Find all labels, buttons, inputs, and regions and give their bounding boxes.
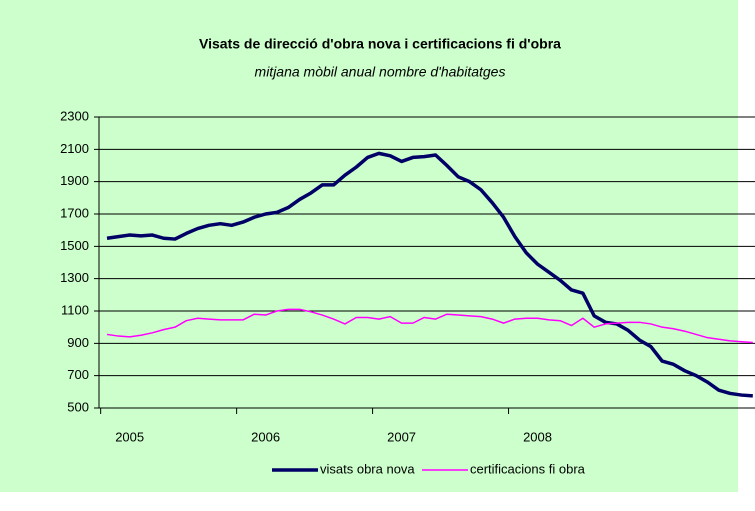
legend: visats obra nova certificacions fi obra xyxy=(272,461,586,476)
chart-subtitle: mitjana mòbil anual nombre d'habitatges xyxy=(255,64,506,80)
x-tick-label: 2007 xyxy=(387,429,416,444)
x-tick-label: 2005 xyxy=(115,429,144,444)
y-tick-label: 2300 xyxy=(60,108,89,123)
line-series xyxy=(106,151,753,398)
y-tick-label: 500 xyxy=(67,399,89,414)
y-tick-label: 1500 xyxy=(60,238,89,253)
y-tick-label: 2100 xyxy=(60,141,89,156)
y-tick-label: 1700 xyxy=(60,205,89,220)
y-tick-label: 1900 xyxy=(60,173,89,188)
x-tick-label: 2006 xyxy=(251,429,280,444)
legend-label: visats obra nova xyxy=(320,461,415,476)
legend-label: certificacions fi obra xyxy=(470,461,586,476)
chart-title: Visats de direcció d'obra nova i certifi… xyxy=(199,36,561,52)
x-tick-label: 2008 xyxy=(523,429,552,444)
y-tick-label: 900 xyxy=(67,335,89,350)
y-tick-label: 1300 xyxy=(60,270,89,285)
line-series xyxy=(106,308,753,344)
y-tick-label: 700 xyxy=(67,367,89,382)
y-tick-label: 1100 xyxy=(61,302,89,317)
